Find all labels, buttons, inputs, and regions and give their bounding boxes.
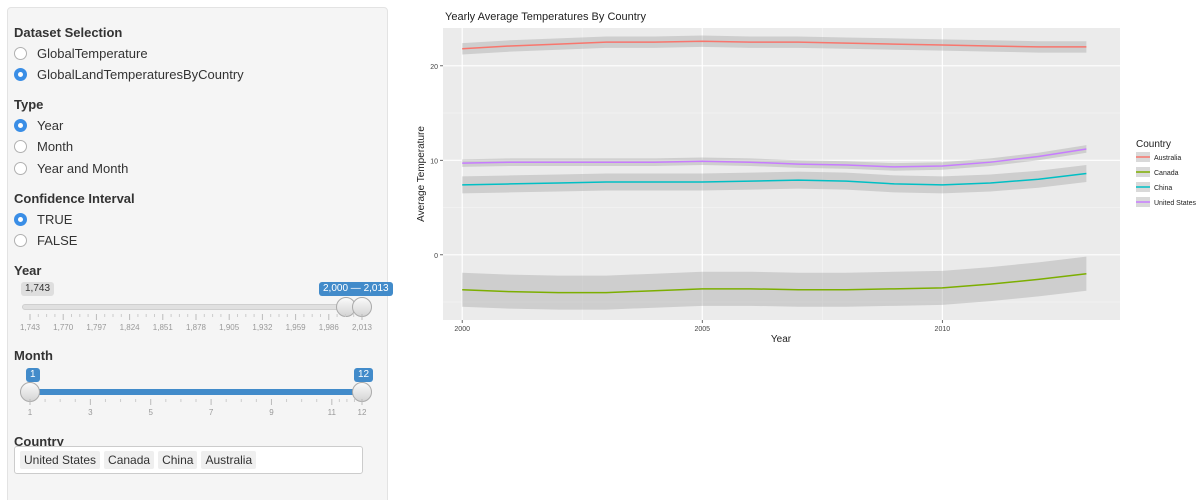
month-slider-ticks: 1 3 5 7 9 11 12 [28, 399, 367, 417]
plot-panel [443, 28, 1120, 320]
series-line-china [462, 172, 1087, 186]
year-tick-label: 1,851 [153, 323, 174, 332]
year-tick-label: 2,013 [352, 323, 373, 332]
month-to-badge: 12 [354, 368, 374, 382]
radio-confidence-false[interactable]: FALSE [14, 231, 77, 249]
legend-label-united-states: United States [1154, 200, 1197, 207]
year-min-badge: 1,743 [21, 282, 55, 296]
month-tick-label: 12 [358, 408, 367, 417]
month-tick-label: 1 [28, 408, 33, 417]
radio-type-year[interactable]: Year [14, 116, 63, 134]
series-line-canada [462, 272, 1087, 294]
radio-circle-icon[interactable] [14, 233, 27, 247]
legend-title: Country [1136, 139, 1171, 150]
axis-ticks: 2000 2005 2010 0 10 20 [430, 64, 950, 333]
radio-circle-icon[interactable] [14, 118, 27, 132]
year-range-badge: 2,000 — 2,013 [319, 282, 393, 296]
legend-label-china: China [1154, 185, 1172, 192]
month-tick-label: 9 [269, 408, 274, 417]
radio-label: Year [37, 117, 64, 133]
confidence-ribbons [462, 35, 1087, 310]
country-tag-australia[interactable]: Australia [201, 451, 257, 469]
y-tick-label: 10 [430, 158, 438, 165]
y-tick-label: 20 [430, 64, 438, 71]
ci-ribbon-china [462, 165, 1087, 194]
radio-circle-icon[interactable] [14, 161, 27, 175]
month-tick-label: 11 [328, 408, 337, 417]
country-tag-china[interactable]: China [158, 451, 198, 469]
radio-label: TRUE [37, 211, 73, 227]
legend-label-australia: Australia [1154, 155, 1181, 162]
radio-label: Year and Month [37, 160, 129, 176]
radio-label: GlobalLandTemperaturesByCountry [37, 66, 244, 82]
radio-circle-icon[interactable] [14, 212, 27, 226]
month-tick-label: 7 [209, 408, 214, 417]
ci-ribbon-canada [462, 256, 1087, 310]
legend: Country Australia Canada China United State… [1136, 139, 1197, 207]
year-slider-title: Year [14, 263, 42, 278]
x-axis-label: Year [771, 334, 792, 345]
series-lines [462, 40, 1087, 294]
series-line-united-states [462, 148, 1087, 168]
year-tick-label: 1,986 [319, 323, 340, 332]
ci-ribbon-united-states [462, 145, 1087, 171]
month-tick-label: 3 [88, 408, 93, 417]
radio-global-temperature[interactable]: GlobalTemperature [14, 44, 148, 62]
sidebar-panel [7, 7, 388, 500]
country-tag-united-states[interactable]: United States [20, 451, 101, 469]
radio-circle-icon[interactable] [14, 67, 27, 81]
confidence-interval-title: Confidence Interval [14, 191, 135, 206]
year-tick-label: 1,932 [252, 323, 273, 332]
y-tick-label: 0 [434, 253, 438, 260]
y-axis-label: Average Temperature [416, 126, 427, 222]
series-line-australia [462, 40, 1087, 50]
radio-circle-icon[interactable] [14, 139, 27, 153]
radio-label: Month [37, 138, 74, 154]
radio-circle-icon[interactable] [14, 46, 27, 60]
year-tick-label: 1,959 [286, 323, 307, 332]
legend-label-canada: Canada [1154, 170, 1179, 177]
x-tick-label: 2010 [935, 326, 951, 333]
year-tick-label: 1,770 [53, 323, 74, 332]
radio-type-year-and-month[interactable]: Year and Month [14, 159, 128, 177]
month-slider-title: Month [14, 348, 53, 363]
chart-title: Yearly Average Temperatures By Country [445, 11, 646, 23]
radio-label: FALSE [37, 232, 78, 248]
ci-ribbon-australia [462, 35, 1087, 55]
country-tag-canada[interactable]: Canada [104, 451, 155, 469]
type-title: Type [14, 97, 44, 112]
year-tick-label: 1,797 [86, 323, 107, 332]
radio-type-month[interactable]: Month [14, 137, 73, 155]
radio-label: GlobalTemperature [37, 45, 148, 61]
dataset-selection-title: Dataset Selection [14, 25, 123, 40]
x-tick-label: 2000 [454, 326, 470, 333]
country-title: Country [14, 434, 64, 449]
x-tick-label: 2005 [694, 326, 710, 333]
month-tick-label: 5 [149, 408, 154, 417]
month-slider-selected-range [30, 389, 362, 395]
year-tick-label: 1,878 [186, 323, 207, 332]
month-from-badge: 1 [26, 368, 40, 382]
year-tick-label: 1,905 [219, 323, 240, 332]
year-tick-label: 1,824 [120, 323, 141, 332]
temperature-chart: Yearly Average Temperatures By Country 2… [416, 11, 1197, 345]
radio-confidence-true[interactable]: TRUE [14, 210, 72, 228]
year-tick-label: 1,743 [20, 323, 41, 332]
year-slider-ticks: 1,743 1,770 1,797 1,824 1,851 1,878 1,905 1,932… [20, 314, 373, 332]
radio-global-land-temperatures-by-country[interactable]: GlobalLandTemperaturesByCountry [14, 65, 244, 83]
country-select-input[interactable]: United States Canada China Australia [14, 446, 363, 474]
